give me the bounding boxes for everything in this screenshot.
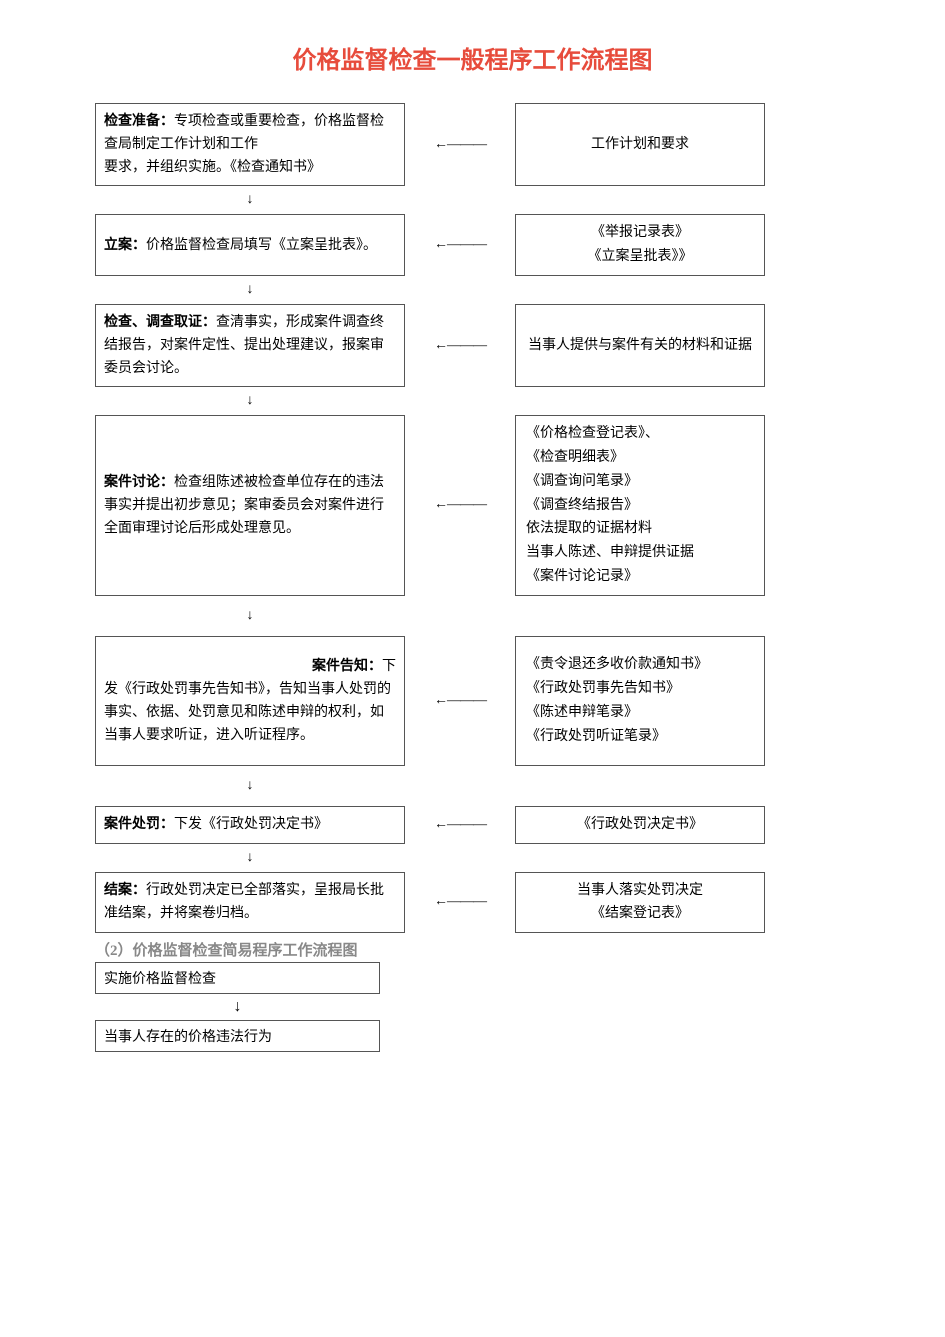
side-line: 依法提取的证据材料 xyxy=(526,517,754,541)
flow-row: 立案：价格监督检查局填写《立案呈批表》。←———《举报记录表》《立案呈批表》》 xyxy=(95,214,850,276)
step-label: 检查准备： xyxy=(104,114,174,129)
side-box: 《举报记录表》《立案呈批表》》 xyxy=(515,214,765,276)
step-label: 案件告知： xyxy=(312,659,382,674)
arrow-down-row: ↓ xyxy=(95,596,850,636)
arrow-down-row: ↓ xyxy=(95,844,850,872)
arrow-down-row: ↓ xyxy=(95,186,850,214)
simple-step-box: 当事人存在的价格违法行为 xyxy=(95,1020,380,1052)
step-label: 案件处罚： xyxy=(104,817,174,832)
side-line: 《陈述申辩笔录》 xyxy=(526,701,754,725)
step-body-line2: 要求，并组织实施。《检查通知书》 xyxy=(104,160,321,175)
arrow-down-icon: ↓ xyxy=(247,393,254,409)
step-box: 案件告知：下发《行政处罚事先告知书》，告知当事人处罚的事实、依据、处罚意见和陈述… xyxy=(95,636,405,766)
step-body: 行政处罚决定已全部落实，呈报局长批准结案，并将案卷归档。 xyxy=(104,883,384,921)
step-body: 发《行政处罚事先告知书》，告知当事人处罚的事实、依据、处罚意见和陈述申辩的权利，… xyxy=(104,682,391,743)
side-line: 当事人提供与案件有关的材料和证据 xyxy=(528,334,752,358)
arrow-down-icon: ↓ xyxy=(247,192,254,208)
arrow-left-icon: ←——— xyxy=(405,304,515,387)
side-line: 《责令退还多收价款通知书》 xyxy=(526,653,754,677)
side-box: 工作计划和要求 xyxy=(515,103,765,186)
step-box: 检查准备：专项检查或重要检查，价格监督检查局制定工作计划和工作要求，并组织实施。… xyxy=(95,103,405,186)
arrow-left-icon: ←——— xyxy=(405,415,515,596)
flow-row: 检查准备：专项检查或重要检查，价格监督检查局制定工作计划和工作要求，并组织实施。… xyxy=(95,103,850,186)
arrow-down-icon: ↓ xyxy=(247,778,254,794)
arrow-left-icon: ←——— xyxy=(405,636,515,766)
side-box: 《价格检查登记表》、《检查明细表》《调查询问笔录》《调查终结报告》依法提取的证据… xyxy=(515,415,765,596)
side-line: 《价格检查登记表》、 xyxy=(526,422,754,446)
simple-step-box: 实施价格监督检查 xyxy=(95,962,380,994)
flow-row: 检查、调查取证：查清事实，形成案件调查终结报告，对案件定性、提出处理建议，报案审… xyxy=(95,304,850,387)
step-label: 案件讨论： xyxy=(104,475,174,490)
flow-row: 结案：行政处罚决定已全部落实，呈报局长批准结案，并将案卷归档。←———当事人落实… xyxy=(95,872,850,934)
side-line: 当事人落实处罚决定 xyxy=(577,879,703,903)
step-box: 结案：行政处罚决定已全部落实，呈报局长批准结案，并将案卷归档。 xyxy=(95,872,405,934)
page-title: 价格监督检查一般程序工作流程图 xyxy=(95,40,850,75)
subtitle: （2）价格监督检查简易程序工作流程图 xyxy=(95,939,850,960)
side-line: 《举报记录表》 xyxy=(591,221,689,245)
side-line: 《行政处罚决定书》 xyxy=(577,813,703,837)
step-box: 检查、调查取证：查清事实，形成案件调查终结报告，对案件定性、提出处理建议，报案审… xyxy=(95,304,405,387)
step-label: 检查、调查取证： xyxy=(104,315,216,330)
side-box: 当事人提供与案件有关的材料和证据 xyxy=(515,304,765,387)
simple-flowchart: 实施价格监督检查 ↓ 当事人存在的价格违法行为 xyxy=(95,962,850,1052)
arrow-down-icon: ↓ xyxy=(247,282,254,298)
side-line: 《行政处罚听证笔录》 xyxy=(526,725,754,749)
flow-row: 案件告知：下发《行政处罚事先告知书》，告知当事人处罚的事实、依据、处罚意见和陈述… xyxy=(95,636,850,766)
flow-row: 案件讨论：检查组陈述被检查单位存在的违法事实并提出初步意见；案审委员会对案件进行… xyxy=(95,415,850,596)
arrow-down-icon: ↓ xyxy=(247,850,254,866)
arrow-down-row: ↓ xyxy=(95,387,850,415)
arrow-left-icon: ←——— xyxy=(405,214,515,276)
side-line: 《检查明细表》 xyxy=(526,446,754,470)
arrow-left-icon: ←——— xyxy=(405,872,515,934)
step-label: 结案： xyxy=(104,883,146,898)
flow-row: 案件处罚：下发《行政处罚决定书》←———《行政处罚决定书》 xyxy=(95,806,850,844)
side-line: 《案件讨论记录》 xyxy=(526,565,754,589)
step-box: 立案：价格监督检查局填写《立案呈批表》。 xyxy=(95,214,405,276)
arrow-left-icon: ←——— xyxy=(405,806,515,844)
flowchart: 检查准备：专项检查或重要检查，价格监督检查局制定工作计划和工作要求，并组织实施。… xyxy=(95,103,850,933)
side-box: 《行政处罚决定书》 xyxy=(515,806,765,844)
step-body: 价格监督检查局填写《立案呈批表》。 xyxy=(146,238,377,253)
side-line: 工作计划和要求 xyxy=(591,133,689,157)
step-body: 下发《行政处罚决定书》 xyxy=(174,817,328,832)
arrow-left-icon: ←——— xyxy=(405,103,515,186)
side-box: 《责令退还多收价款通知书》《行政处罚事先告知书》《陈述申辩笔录》《行政处罚听证笔… xyxy=(515,636,765,766)
side-line: 《调查终结报告》 xyxy=(526,494,754,518)
arrow-down-row: ↓ xyxy=(95,276,850,304)
arrow-down-row: ↓ xyxy=(95,766,850,806)
side-line: 《结案登记表》 xyxy=(591,902,689,926)
step-label: 立案： xyxy=(104,238,146,253)
step-box: 案件讨论：检查组陈述被检查单位存在的违法事实并提出初步意见；案审委员会对案件进行… xyxy=(95,415,405,596)
side-box: 当事人落实处罚决定《结案登记表》 xyxy=(515,872,765,934)
side-line: 《调查询问笔录》 xyxy=(526,470,754,494)
side-line: 当事人陈述、申辩提供证据 xyxy=(526,541,754,565)
side-line: 《行政处罚事先告知书》 xyxy=(526,677,754,701)
arrow-down-icon: ↓ xyxy=(234,998,242,1016)
arrow-down-icon: ↓ xyxy=(247,608,254,624)
side-line: 《立案呈批表》》 xyxy=(588,245,693,269)
step-box: 案件处罚：下发《行政处罚决定书》 xyxy=(95,806,405,844)
